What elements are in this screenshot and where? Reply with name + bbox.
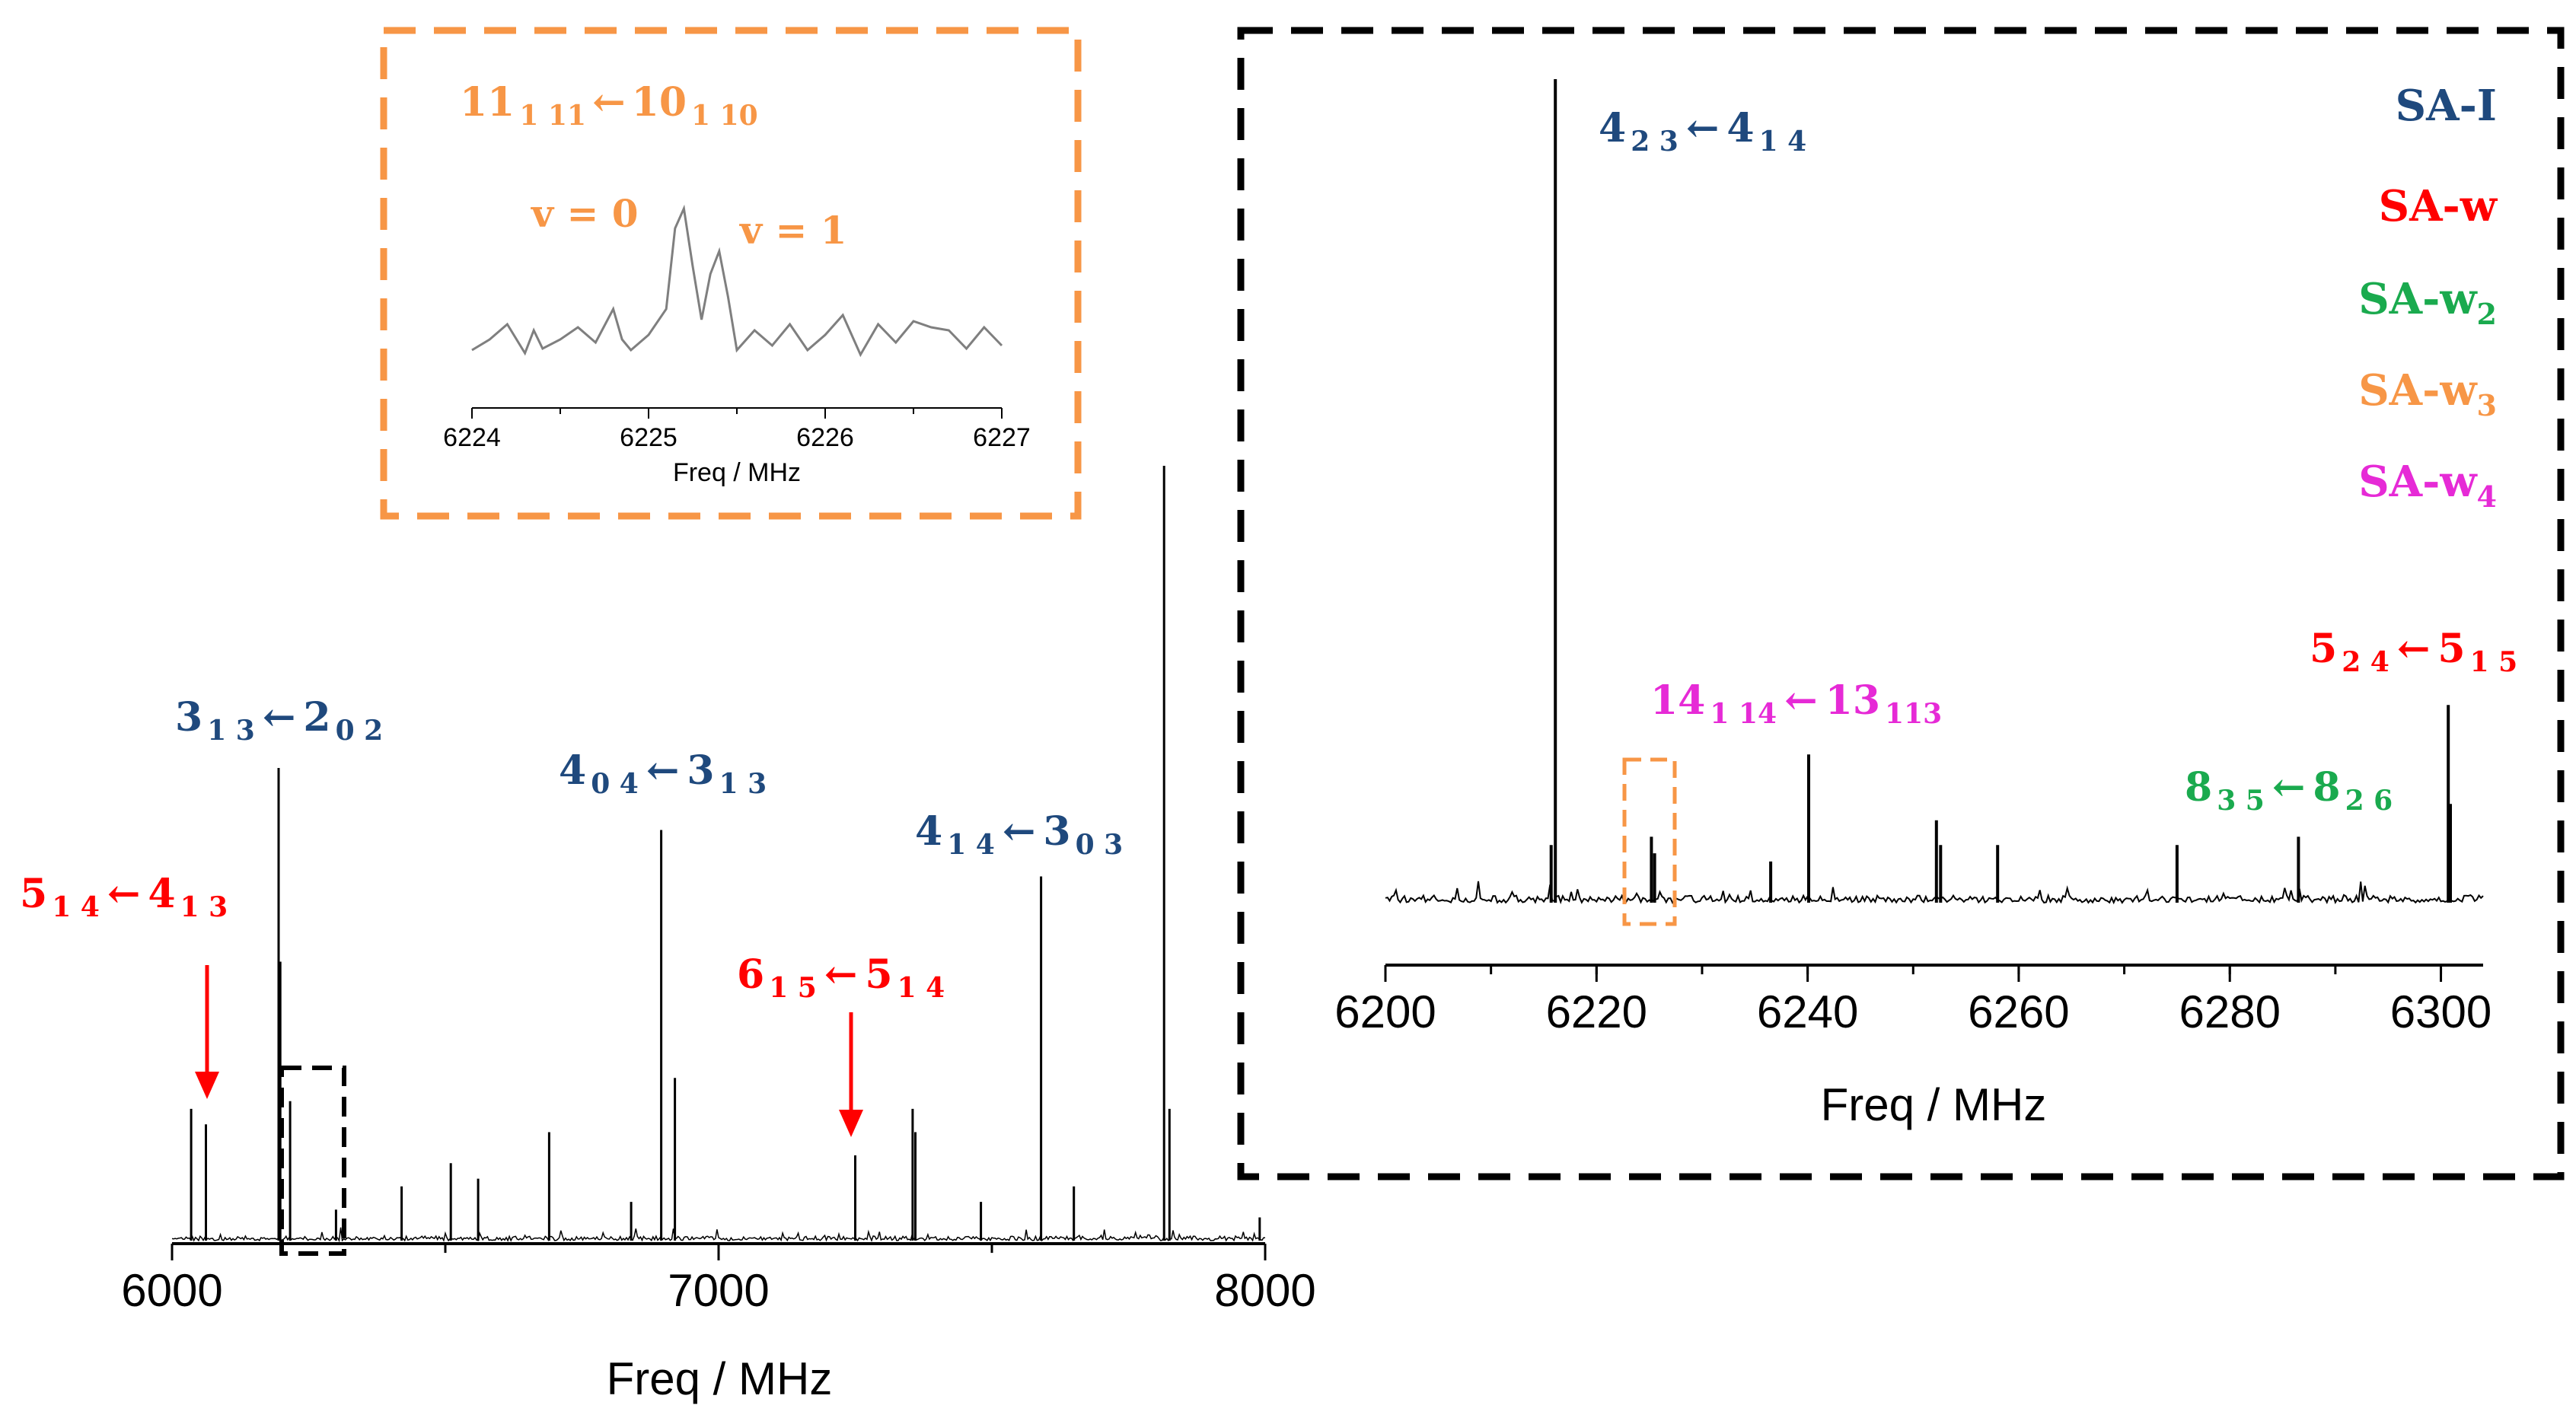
zoom-tick-label-5: 6300	[2390, 986, 2492, 1037]
inset-ticks: 6224 6225 6226 6227	[443, 408, 1031, 452]
main-peaks	[190, 466, 1261, 1241]
zoom-tick-label-0: 6200	[1334, 986, 1436, 1037]
zoom-noise-trace	[1385, 881, 2484, 905]
zoom-tick-label-1: 6220	[1546, 986, 1647, 1037]
main-ticks: 6000 7000 8000	[121, 1244, 1316, 1316]
inset-annotation-11111-10110: 11 1 11 ← 10 1 10	[460, 79, 758, 132]
inset-x-axis-label: Freq / MHz	[673, 458, 801, 487]
main-arrow-514-413	[195, 965, 219, 1099]
zoom-inset-region-box	[1622, 757, 1677, 926]
inset-tick-label-3: 6227	[973, 423, 1031, 452]
inset-peak-label-v0: v = 0	[531, 191, 639, 236]
zoom-x-axis-label: Freq / MHz	[1821, 1079, 2047, 1130]
inset-trace	[471, 204, 1003, 358]
main-noise-trace	[171, 1227, 1265, 1243]
legend-sa-w: SA-w	[2379, 181, 2498, 231]
zoom-peaks	[1549, 79, 2452, 903]
zoom-tick-label-2: 6240	[1757, 986, 1858, 1037]
inset-tick-label-1: 6225	[620, 423, 677, 452]
legend-sa-i: SA-I	[2396, 81, 2497, 131]
inset-peak-label-v1: v = 1	[739, 208, 847, 253]
legend-sa-w3: SA-w3	[2358, 365, 2497, 422]
inset-panel: 11 1 11 ← 10 1 10 v = 0 v = 1 6224 6225 6226 62…	[380, 27, 1082, 520]
main-zoom-region-box	[279, 1066, 346, 1256]
inset-frame	[380, 27, 1082, 520]
zoom-annotation-14114-13113: 14 1 14 ← 13 113	[1650, 677, 1942, 730]
main-tick-label-1: 7000	[668, 1265, 769, 1316]
zoom-frame	[1237, 27, 2565, 1180]
legend: SA-I SA-w SA-w2 SA-w3 SA-w4	[2358, 81, 2498, 514]
main-baseline-noise	[171, 1227, 1265, 1243]
legend-sa-w4: SA-w4	[2358, 457, 2497, 514]
zoom-ticks: 6200 6220 6240 6260 6280 6300	[1334, 965, 2492, 1037]
inset-tick-label-0: 6224	[443, 423, 501, 452]
legend-sa-w2: SA-w2	[2358, 274, 2497, 331]
zoom-baseline-noise	[1385, 881, 2484, 905]
main-arrow-615-514	[839, 1012, 863, 1137]
main-tick-label-0: 6000	[121, 1265, 222, 1316]
main-x-axis-label: Freq / MHz	[607, 1353, 833, 1404]
zoom-tick-label-3: 6260	[1968, 986, 2069, 1037]
main-tick-label-2: 8000	[1214, 1265, 1315, 1316]
zoom-tick-label-4: 6280	[2179, 986, 2280, 1037]
inset-tick-label-2: 6226	[796, 423, 854, 452]
